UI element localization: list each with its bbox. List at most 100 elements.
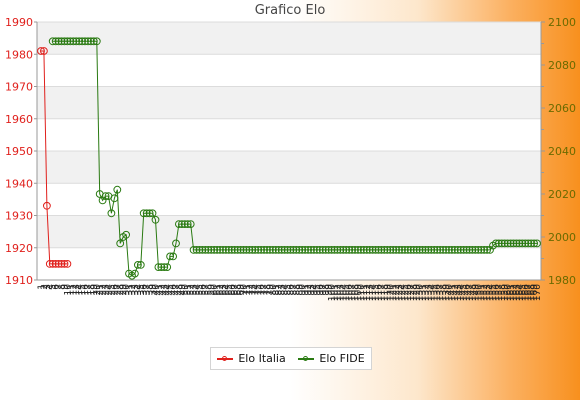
data-point-1	[371, 246, 380, 254]
data-point-1	[527, 239, 535, 248]
data-point-1	[307, 246, 315, 254]
x-tick-label: 31	[125, 284, 135, 295]
x-tick-label: 128	[410, 284, 420, 301]
data-point-1	[380, 246, 389, 254]
data-point-1	[386, 246, 395, 254]
data-point-1	[60, 37, 69, 46]
data-point-1	[477, 246, 486, 254]
data-point-0	[43, 201, 51, 210]
y-right-tick-label: 2040	[548, 145, 576, 158]
data-point-1	[521, 239, 530, 248]
x-tick-label: 168	[527, 284, 537, 301]
data-point-1	[66, 37, 75, 46]
data-point-1	[204, 246, 213, 254]
x-tick-label: 70	[240, 284, 250, 296]
data-point-1	[298, 246, 307, 254]
x-tick-label: 28	[116, 284, 126, 296]
x-tick-label: 138	[439, 284, 449, 301]
x-tick-label: 64	[222, 284, 232, 296]
x-tick-label: 78	[263, 284, 273, 296]
x-tick-label: 149	[471, 284, 481, 301]
y-right-tick-label: 2060	[548, 102, 576, 115]
data-point-1	[286, 246, 295, 254]
x-tick-label: 54	[193, 284, 203, 296]
data-point-1	[154, 263, 163, 272]
data-point-1	[54, 37, 63, 46]
data-point-1	[260, 246, 269, 254]
data-point-1	[116, 239, 125, 248]
data-point-1	[219, 246, 227, 254]
data-point-0	[48, 260, 57, 268]
data-point-0	[57, 260, 66, 268]
x-tick-label: 91	[301, 284, 311, 295]
data-point-1	[348, 246, 357, 254]
series-line-1	[52, 40, 537, 277]
data-point-1	[465, 246, 474, 254]
x-tick-label: 50	[181, 284, 191, 296]
data-point-1	[198, 246, 207, 254]
data-point-1	[122, 230, 130, 239]
x-tick-label: 143	[454, 284, 464, 301]
data-point-1	[295, 246, 304, 254]
data-point-1	[216, 246, 224, 254]
x-tick-label: 23	[102, 284, 112, 295]
data-point-1	[436, 246, 445, 254]
x-tick-label: 154	[486, 284, 496, 301]
x-tick-label: 69	[237, 284, 247, 296]
data-point-1	[254, 246, 263, 254]
data-point-1	[398, 246, 406, 254]
data-point-1	[395, 246, 404, 254]
x-tick-label: 133	[424, 284, 434, 301]
x-tick-label: 19	[90, 284, 100, 296]
data-point-1	[421, 246, 430, 254]
data-point-1	[89, 37, 98, 46]
x-tick-label: 46	[169, 284, 179, 296]
x-tick-label: 151	[477, 284, 487, 301]
data-point-0	[37, 47, 45, 55]
x-tick-label: 26	[110, 284, 120, 296]
data-point-1	[494, 239, 503, 248]
x-tick-label: 167	[524, 284, 534, 301]
data-point-1	[195, 246, 204, 254]
data-point-1	[427, 246, 436, 254]
data-point-1	[462, 246, 471, 254]
data-point-1	[506, 239, 515, 248]
data-point-1	[362, 246, 371, 254]
x-tick-label: 56	[198, 284, 208, 296]
data-point-1	[354, 246, 362, 254]
x-tick-label: 80	[269, 284, 279, 296]
data-point-1	[180, 220, 189, 229]
data-point-1	[257, 246, 266, 254]
y-right-tick-label: 2080	[548, 59, 576, 72]
data-point-0	[40, 47, 48, 55]
x-tick-label: 36	[140, 284, 150, 296]
x-tick-label: 25	[107, 284, 117, 295]
x-tick-label: 148	[468, 284, 478, 301]
legend-item-italia: Elo Italia	[217, 352, 286, 365]
y-right-tick-label: 1980	[548, 274, 576, 287]
data-point-1	[239, 246, 248, 254]
data-point-1	[292, 246, 301, 254]
x-tick-label: 127	[407, 284, 417, 301]
data-point-1	[227, 246, 236, 254]
x-tick-label: 104	[339, 284, 349, 301]
x-tick-label: 77	[260, 284, 270, 295]
data-point-1	[69, 37, 78, 46]
x-tick-label: 145	[460, 284, 470, 301]
data-point-1	[230, 246, 239, 254]
x-tick-label: 110	[357, 284, 367, 301]
x-tick-label: 29	[119, 284, 129, 296]
x-tick-label: 150	[474, 284, 484, 301]
x-tick-label: 108	[351, 284, 361, 301]
x-tick-label: 40	[151, 284, 161, 296]
data-point-1	[84, 37, 92, 46]
data-point-1	[222, 246, 230, 254]
legend-label-fide: Elo FIDE	[319, 352, 365, 365]
data-point-1	[183, 220, 192, 229]
data-point-1	[533, 239, 541, 248]
data-point-1	[351, 246, 359, 254]
data-point-1	[345, 246, 354, 254]
x-tick-label: 131	[419, 284, 429, 301]
x-tick-label: 92	[304, 284, 314, 295]
x-tick-label: 96	[316, 284, 326, 296]
